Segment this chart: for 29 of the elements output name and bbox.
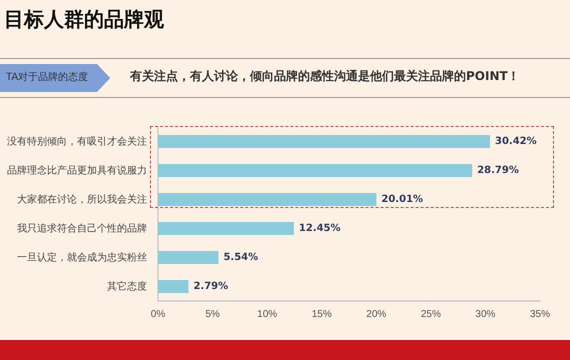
- data-label: 30.42%: [495, 136, 537, 148]
- chart-title: 目标人群的品牌观: [4, 6, 164, 33]
- y-tick-label: 其它态度: [107, 280, 147, 292]
- text: TA对于品牌的态度: [0, 64, 110, 92]
- y-tick-label: 一旦认定，就会成为忠实粉丝: [17, 251, 147, 264]
- y-tick-label: 没有特别倾向，有吸引才会关注: [7, 135, 147, 148]
- x-tick-label: 35%: [530, 308, 550, 320]
- bar: [158, 164, 472, 178]
- bar: [158, 222, 294, 236]
- x-tick-label: 15%: [312, 308, 332, 320]
- x-tick-label: 25%: [420, 308, 441, 320]
- data-label: 5.54%: [223, 252, 258, 264]
- bar: [158, 250, 218, 264]
- data-label: 28.79%: [477, 165, 519, 176]
- bar: [158, 192, 376, 206]
- text: 有关注点，有人讨论，倾向品牌的感性沟通是他们最关注品牌的POINT！: [130, 68, 520, 85]
- y-tick-label: 大家都在讨论，所以我会关注: [17, 193, 147, 206]
- x-tick-label: 10%: [257, 308, 278, 320]
- y-tick-label: 我只追求符合自己个性的品牌: [17, 222, 147, 234]
- bar: [158, 134, 490, 148]
- data-label: 12.45%: [298, 223, 341, 234]
- data-label: 2.79%: [193, 281, 228, 292]
- x-tick-label: 20%: [366, 308, 386, 320]
- x-tick-label: 0%: [150, 308, 166, 320]
- x-tick-label: 5%: [205, 308, 220, 320]
- data-label: 20.01%: [381, 194, 424, 206]
- bar: [158, 280, 188, 294]
- x-tick-label: 30%: [475, 308, 496, 320]
- y-tick-label: 品牌理念比产品更加具有说服力: [7, 164, 147, 176]
